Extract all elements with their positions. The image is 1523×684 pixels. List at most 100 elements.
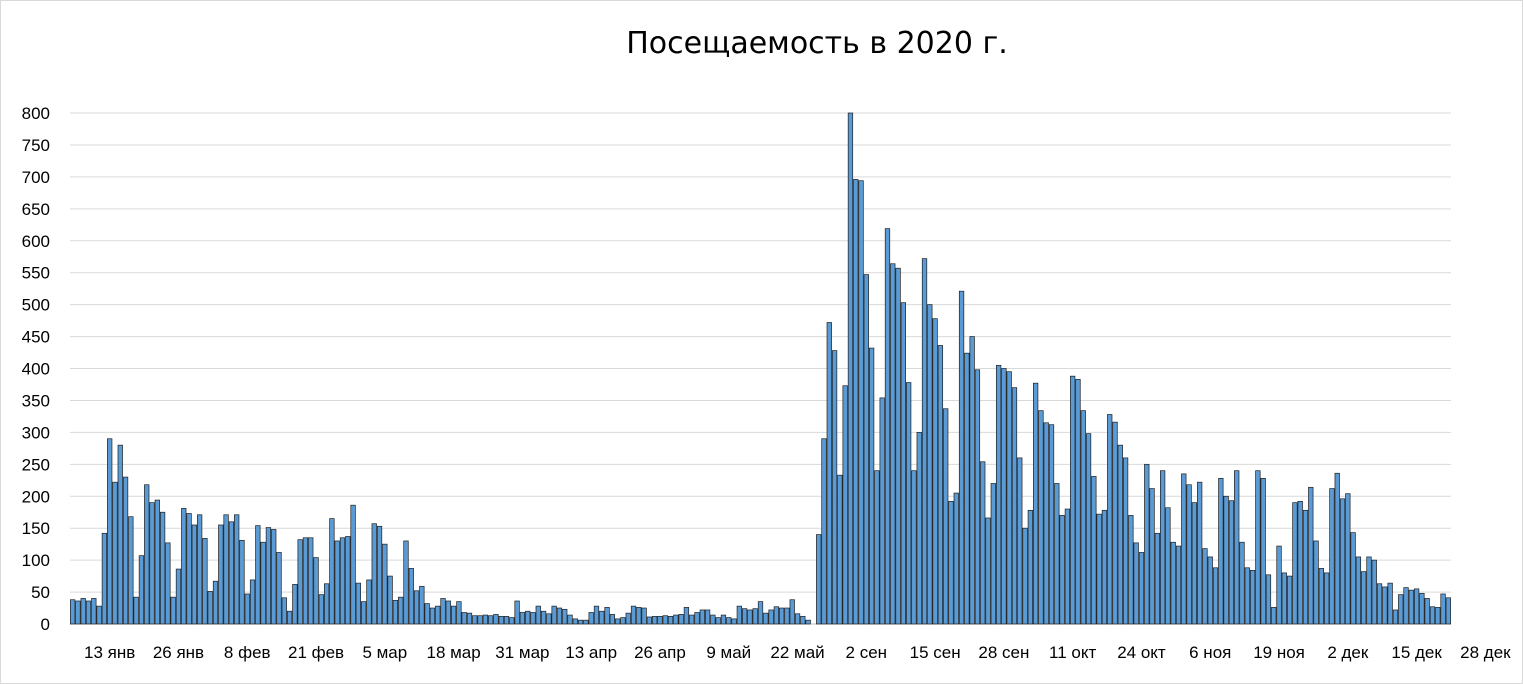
bar bbox=[927, 304, 933, 625]
bar bbox=[202, 538, 208, 625]
bar bbox=[784, 607, 790, 625]
bar bbox=[800, 615, 806, 625]
x-tick-label: 28 дек bbox=[1460, 643, 1511, 662]
bar bbox=[1376, 583, 1383, 625]
bar bbox=[1112, 421, 1118, 625]
bar bbox=[1234, 470, 1240, 625]
x-tick-label: 26 апр bbox=[634, 643, 686, 662]
bar bbox=[1075, 379, 1081, 625]
bar bbox=[70, 599, 76, 625]
bar bbox=[525, 610, 531, 625]
bar bbox=[186, 513, 192, 625]
bar bbox=[1022, 527, 1028, 625]
bar bbox=[995, 364, 1002, 625]
bar bbox=[662, 615, 668, 625]
x-tick-label: 13 апр bbox=[565, 643, 617, 662]
bar bbox=[488, 615, 494, 625]
bar bbox=[874, 470, 880, 625]
bar bbox=[1212, 567, 1219, 625]
bar bbox=[763, 612, 769, 625]
bar bbox=[382, 543, 388, 625]
bar bbox=[302, 537, 309, 625]
bar bbox=[1424, 598, 1430, 625]
bar bbox=[615, 618, 621, 625]
x-tick-label: 8 фев bbox=[224, 643, 271, 662]
bar bbox=[625, 612, 631, 625]
bar bbox=[604, 607, 610, 625]
bar bbox=[165, 542, 171, 625]
bar bbox=[1170, 541, 1176, 625]
y-tick-label: 250 bbox=[22, 455, 50, 474]
bar bbox=[112, 481, 118, 625]
bar bbox=[731, 618, 737, 625]
bar bbox=[175, 568, 182, 625]
bar bbox=[482, 614, 488, 625]
bar bbox=[779, 607, 785, 625]
bar bbox=[747, 609, 753, 625]
bar bbox=[1302, 509, 1309, 625]
bar bbox=[964, 352, 970, 625]
bar bbox=[1281, 572, 1287, 625]
y-tick-label: 450 bbox=[22, 328, 50, 347]
bar bbox=[673, 614, 679, 625]
bar bbox=[921, 258, 928, 625]
bar bbox=[1260, 478, 1266, 625]
bar bbox=[1133, 542, 1139, 625]
bar bbox=[816, 534, 822, 625]
bar bbox=[339, 537, 346, 625]
bar bbox=[392, 600, 399, 625]
bar bbox=[678, 614, 684, 625]
bar bbox=[361, 601, 367, 625]
bar bbox=[1054, 483, 1060, 625]
bar bbox=[154, 499, 160, 625]
bar bbox=[308, 537, 314, 625]
x-tick-label: 18 мар bbox=[426, 643, 480, 662]
bar bbox=[1144, 463, 1150, 625]
bar bbox=[80, 598, 86, 625]
bar bbox=[794, 613, 801, 625]
y-tick-label: 400 bbox=[22, 360, 50, 379]
bar bbox=[366, 579, 372, 625]
bar bbox=[736, 605, 742, 625]
bar bbox=[297, 539, 303, 625]
bar bbox=[1085, 433, 1092, 625]
bar bbox=[1117, 444, 1123, 625]
bar bbox=[847, 112, 854, 625]
y-tick-label: 300 bbox=[22, 423, 50, 442]
bar bbox=[1033, 382, 1039, 625]
bar bbox=[1435, 607, 1441, 625]
bar bbox=[249, 579, 256, 625]
bar bbox=[212, 580, 219, 625]
bar bbox=[890, 263, 896, 625]
bar bbox=[953, 492, 959, 625]
y-tick-label: 200 bbox=[22, 487, 50, 506]
bar bbox=[1149, 488, 1155, 625]
bar bbox=[128, 516, 134, 625]
bar bbox=[1276, 545, 1282, 625]
bar bbox=[350, 504, 356, 625]
bar bbox=[551, 605, 557, 625]
bar bbox=[1059, 515, 1065, 625]
bar bbox=[456, 601, 462, 625]
x-tick-label: 15 сен bbox=[910, 643, 961, 662]
bar bbox=[858, 180, 864, 625]
bar bbox=[789, 599, 795, 625]
bar bbox=[699, 609, 705, 625]
bar bbox=[1006, 371, 1012, 625]
bar bbox=[440, 598, 446, 625]
bar bbox=[879, 397, 885, 625]
bar bbox=[228, 521, 235, 625]
x-tick-label: 21 фев bbox=[288, 643, 344, 662]
bar bbox=[498, 615, 504, 625]
bar bbox=[1249, 569, 1256, 625]
bars bbox=[70, 112, 1451, 625]
bar bbox=[1329, 488, 1335, 625]
bar bbox=[1271, 607, 1277, 625]
bar bbox=[689, 614, 695, 625]
bar bbox=[1191, 502, 1197, 625]
bar bbox=[1292, 502, 1298, 625]
bar bbox=[133, 596, 139, 625]
bar bbox=[398, 596, 404, 625]
bar bbox=[1122, 457, 1129, 625]
bar bbox=[567, 614, 573, 625]
